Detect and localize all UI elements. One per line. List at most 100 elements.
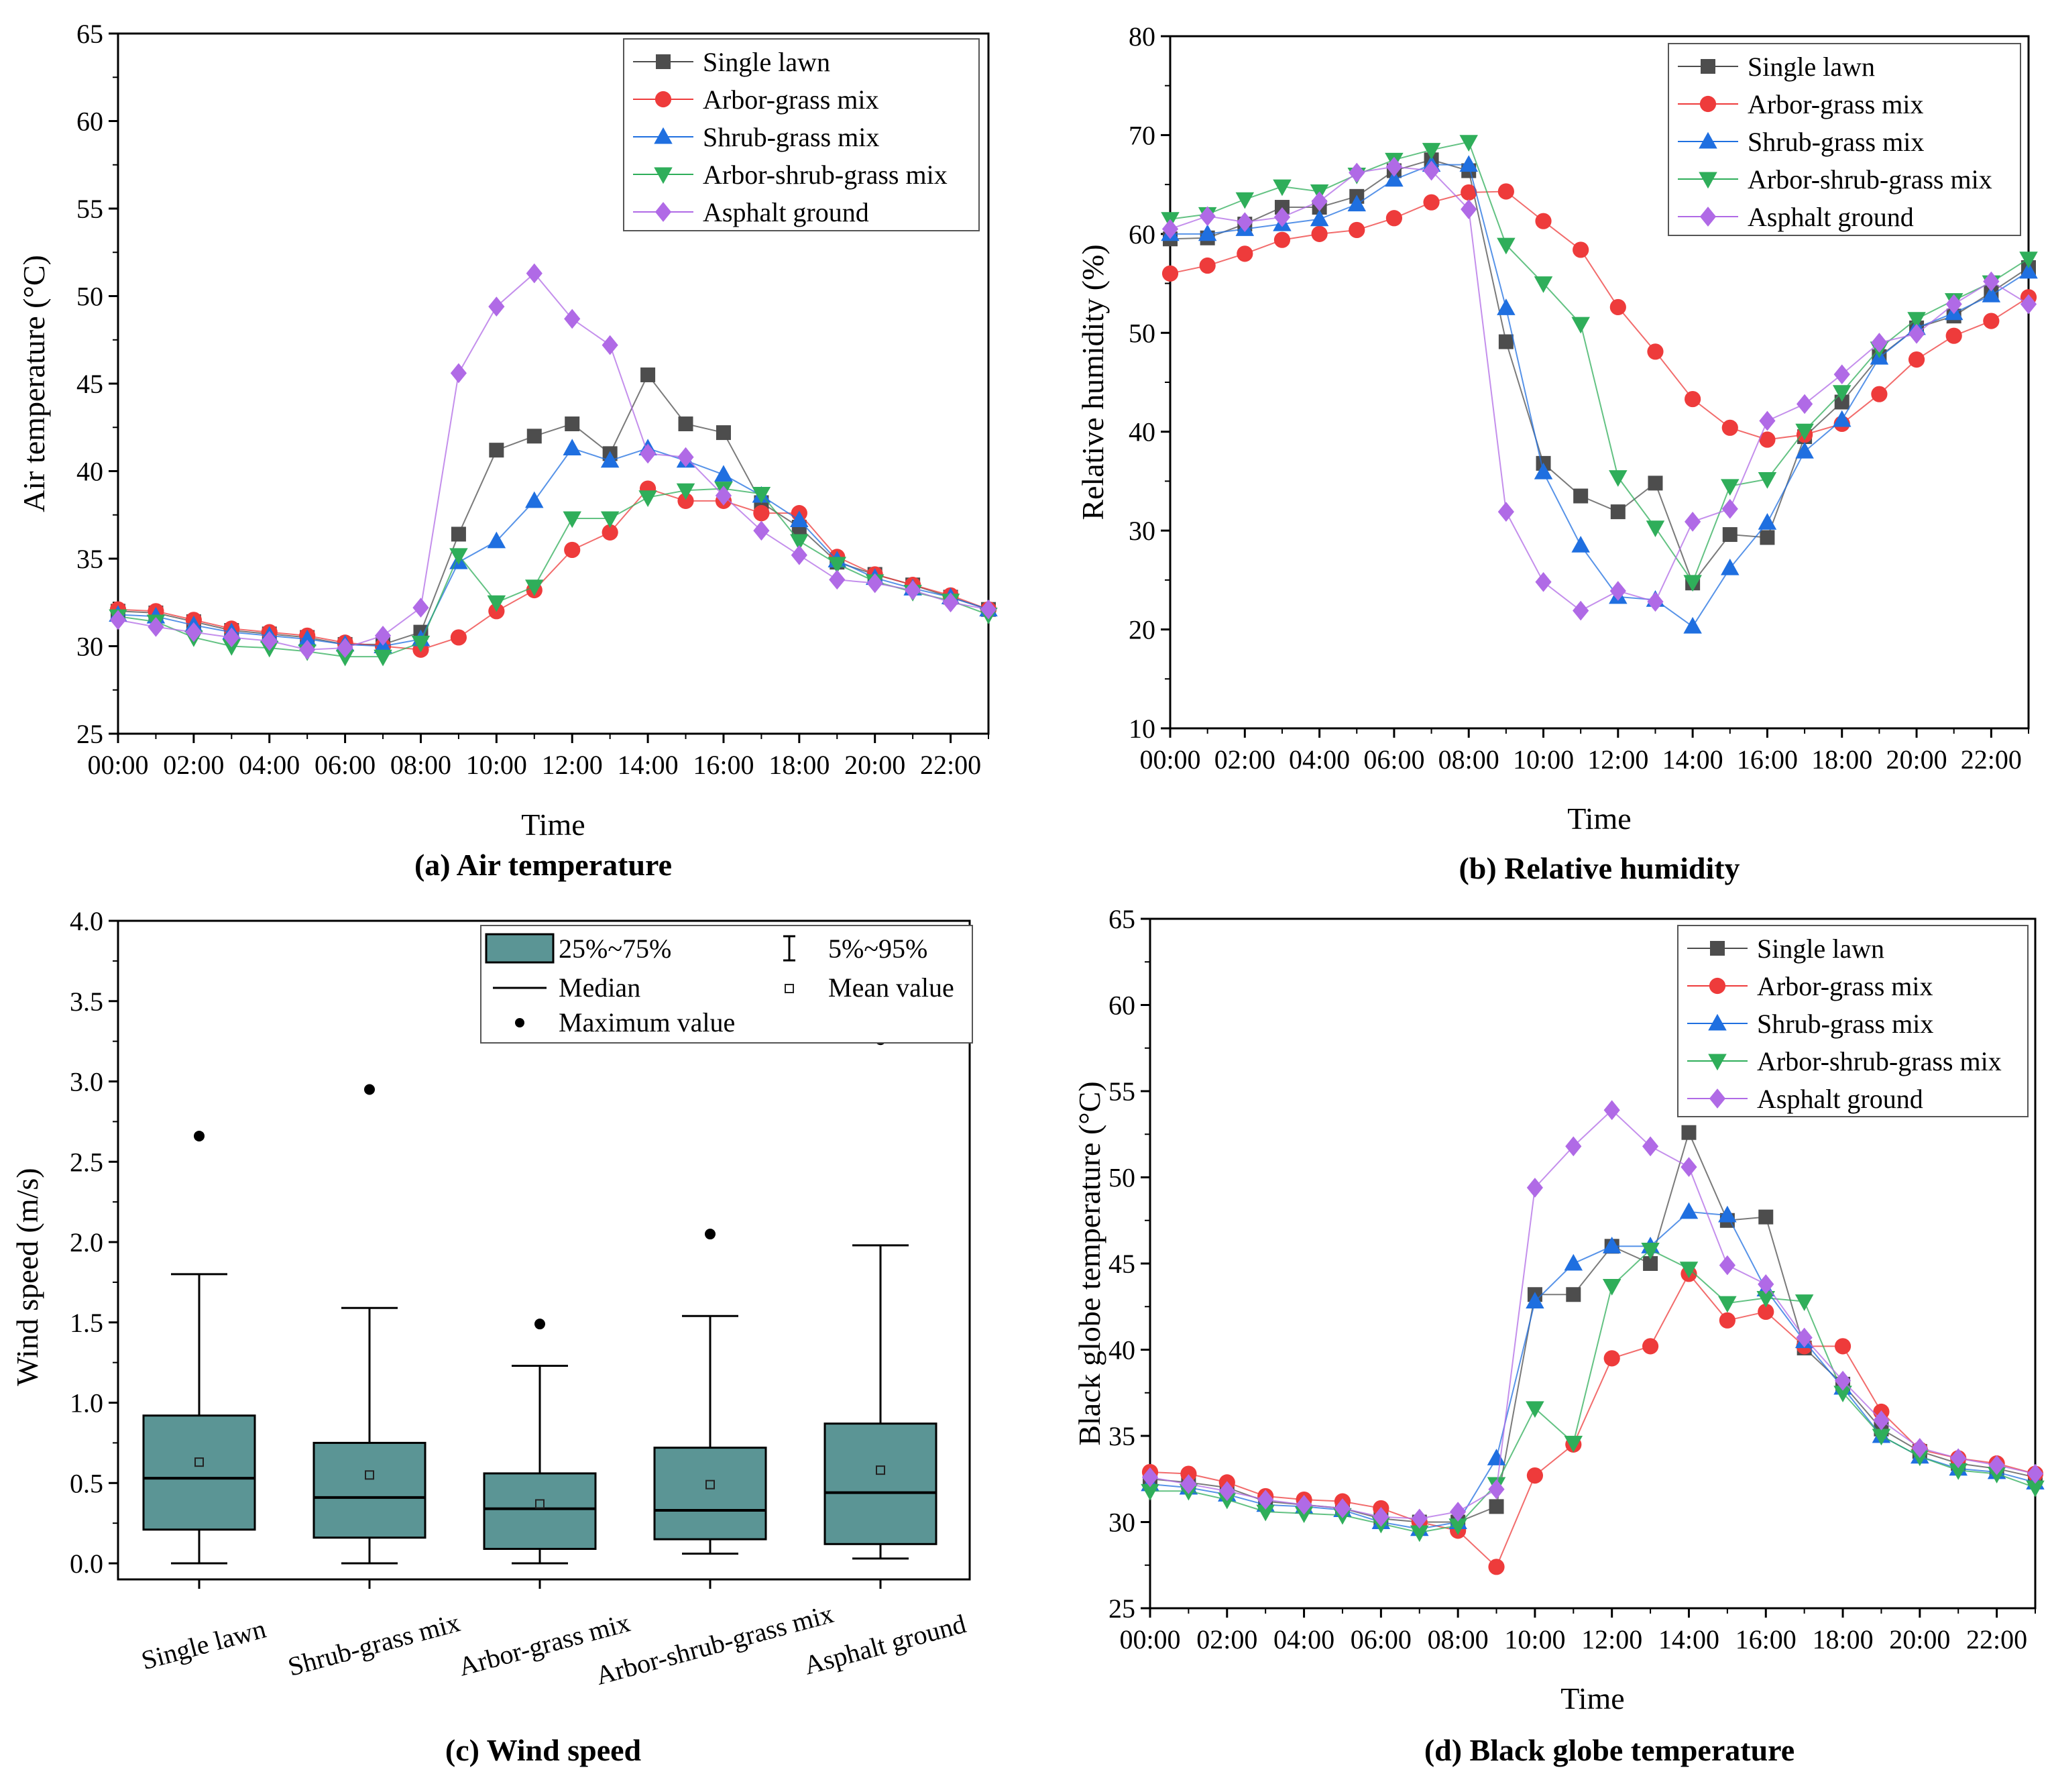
data-point-asphalt-ground	[1526, 1178, 1544, 1198]
data-point-single-lawn	[1834, 394, 1849, 410]
data-point-arbor-shrub-grass-mix	[1679, 1262, 1699, 1279]
legend-marker-single-lawn	[1701, 59, 1715, 74]
data-point-arbor-grass-mix	[677, 492, 694, 509]
data-point-asphalt-ground	[1681, 1157, 1697, 1177]
legend-marker-asphalt-ground	[654, 202, 672, 222]
data-point-arbor-grass-mix	[450, 629, 467, 646]
chart-a: 25 30 35 40 45 50 55 60 65 00:00 02:00 04:00 06:00 08…	[17, 19, 998, 882]
legend-marker-shrub-grass-mix	[1708, 1013, 1727, 1031]
data-point-shrub-grass-mix	[487, 531, 506, 549]
y-tick-label: 25	[1108, 1593, 1135, 1624]
legend: 25%~75% 5%~95% Median Mean value Maximum val…	[480, 925, 973, 1044]
x-tick-label: 06:00	[315, 750, 376, 780]
box-iqr	[483, 1472, 597, 1550]
data-point-asphalt-ground	[715, 486, 732, 506]
data-point-asphalt-ground	[223, 627, 240, 648]
y-tick-label: 35	[1108, 1421, 1135, 1451]
data-point-asphalt-ground	[185, 622, 202, 642]
data-point-asphalt-ground	[1647, 592, 1664, 612]
data-point-single-lawn	[565, 416, 580, 432]
data-point-asphalt-ground	[148, 616, 164, 637]
data-point-shrub-grass-mix	[1571, 535, 1590, 553]
mean-marker	[194, 1457, 204, 1467]
series-arbor-grass-mix	[1141, 1266, 2044, 1575]
data-point-asphalt-ground	[1796, 1327, 1813, 1348]
data-point-single-lawn	[526, 429, 542, 444]
data-point-arbor-shrub-grass-mix	[1721, 479, 1740, 496]
data-point-asphalt-ground	[109, 610, 127, 630]
data-point-single-lawn	[1610, 504, 1626, 520]
y-tick-label: 1.5	[70, 1308, 103, 1338]
data-point-asphalt-ground	[1685, 512, 1701, 532]
x-tick-label: 12:00	[1587, 744, 1648, 775]
data-point-asphalt-ground	[299, 639, 316, 660]
y-tick-label: 3.5	[70, 987, 103, 1017]
data-point-asphalt-ground	[1796, 394, 1813, 414]
data-point-arbor-shrub-grass-mix	[1795, 423, 1814, 441]
data-point-shrub-grass-mix	[1795, 441, 1814, 459]
chart-b: 10 20 30 40 50 60 70 80 00:00 02:00 04:00 06:00 08:0…	[1076, 21, 2038, 885]
data-point-arbor-shrub-grass-mix	[1422, 143, 1441, 160]
x-tick-label: 06:00	[1351, 1624, 1412, 1655]
data-point-asphalt-ground	[1911, 1438, 1928, 1458]
legend-label-arbor-shrub-grass-mix: Arbor-shrub-grass mix	[1757, 1046, 2002, 1076]
y-tick-label: 60	[1129, 219, 1155, 249]
data-point-single-lawn	[451, 526, 466, 542]
y-tick-label: 1.0	[70, 1388, 103, 1418]
box-arbor-grass-mix	[483, 1319, 597, 1565]
mean-marker	[535, 1499, 545, 1509]
legend-label-asphalt-ground: Asphalt ground	[1748, 202, 1914, 232]
data-point-shrub-grass-mix	[1347, 194, 1367, 212]
data-point-arbor-grass-mix	[1721, 419, 1738, 436]
legend-marker-shrub-grass-mix	[1699, 131, 1717, 149]
data-point-asphalt-ground	[1535, 571, 1552, 592]
data-point-asphalt-ground	[639, 443, 657, 464]
data-point-asphalt-ground	[1237, 212, 1253, 233]
x-tick-label: 22:00	[1966, 1624, 2027, 1655]
data-point-arbor-shrub-grass-mix	[1526, 1401, 1544, 1418]
data-point-asphalt-ground	[488, 296, 505, 317]
data-point-shrub-grass-mix	[1564, 1253, 1583, 1271]
data-point-asphalt-ground	[1945, 294, 1962, 315]
data-point-shrub-grass-mix	[1832, 410, 1852, 427]
x-category-label: Shrub-grass mix	[285, 1607, 463, 1682]
data-point-arbor-shrub-grass-mix	[1907, 312, 1926, 329]
legend-box	[480, 925, 973, 1044]
legend-label-shrub-grass-mix: Shrub-grass mix	[1757, 1009, 1933, 1039]
data-point-asphalt-ground	[1497, 502, 1514, 522]
y-tick-label: 65	[1108, 904, 1135, 934]
x-axis-label: Time	[1567, 801, 1631, 836]
data-point-single-lawn	[489, 443, 504, 458]
data-point-single-lawn	[1760, 530, 1775, 545]
x-tick-label: 10:00	[1504, 1624, 1565, 1655]
data-point-arbor-shrub-grass-mix	[828, 557, 847, 574]
legend: Single lawn Arbor-grass mix Shrub-grass mi…	[623, 38, 980, 231]
data-point-shrub-grass-mix	[563, 439, 581, 456]
legend-label-single-lawn: Single lawn	[1748, 52, 1875, 82]
legend-marker-asphalt-ground	[1709, 1088, 1726, 1109]
data-point-shrub-grass-mix	[1385, 170, 1404, 187]
legend-marker-single-lawn	[1710, 941, 1725, 956]
data-point-arbor-shrub-grass-mix	[1410, 1525, 1429, 1543]
data-point-shrub-grass-mix	[1721, 558, 1740, 575]
data-point-asphalt-ground	[450, 363, 467, 384]
data-point-asphalt-ground	[905, 580, 921, 600]
x-tick-label: 16:00	[693, 750, 754, 780]
y-tick-label: 25	[76, 719, 103, 749]
box-iqr	[823, 1422, 937, 1545]
data-point-asphalt-ground	[1311, 191, 1328, 212]
y-axis-label: Wind speed (m/s)	[10, 1168, 44, 1386]
box-shrub-grass-mix	[312, 1084, 426, 1565]
data-point-shrub-grass-mix	[1683, 616, 1702, 634]
data-point-asphalt-ground	[753, 520, 770, 541]
data-point-shrub-grass-mix	[600, 451, 620, 468]
data-point-arbor-grass-mix	[1647, 343, 1664, 360]
data-point-arbor-shrub-grass-mix	[2019, 251, 2038, 269]
data-point-asphalt-ground	[261, 630, 278, 651]
data-point-asphalt-ground	[1719, 1255, 1735, 1276]
y-tick-label: 50	[1108, 1163, 1135, 1193]
data-point-asphalt-ground	[1296, 1494, 1312, 1515]
data-point-arbor-shrub-grass-mix	[1256, 1504, 1275, 1522]
x-tick-label: 16:00	[1737, 744, 1798, 775]
y-tick-label: 45	[1108, 1249, 1135, 1279]
